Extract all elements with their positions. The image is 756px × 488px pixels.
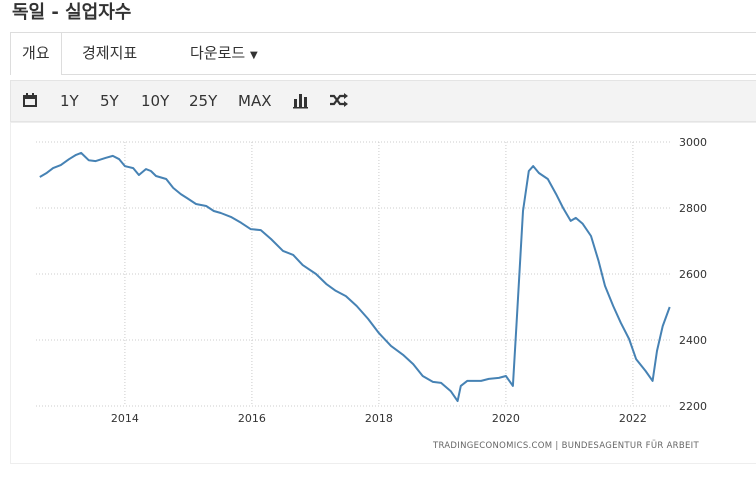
source-note: TRADINGECONOMICS.COM | BUNDESAGENTUR FÜR… xyxy=(432,440,700,451)
chart: TRADINGECONOMICS.COM | BUNDESAGENTUR FÜR… xyxy=(36,136,707,451)
x-tick-label: 2014 xyxy=(111,412,139,425)
y-tick-label: 2200 xyxy=(679,400,707,413)
x-tick-label: 2022 xyxy=(619,412,647,425)
y-tick-label: 2400 xyxy=(679,334,707,347)
icon-shape xyxy=(293,107,308,109)
x-tick-label: 2016 xyxy=(238,412,266,425)
icon-shape xyxy=(330,94,345,106)
x-tick-label: 2020 xyxy=(492,412,520,425)
icon-shape xyxy=(25,99,35,105)
tab-bar: 개요 경제지표 다운로드 ▼ xyxy=(10,32,756,75)
icon-shape xyxy=(294,99,297,107)
dropdown-caret: ▼ xyxy=(249,50,258,61)
y-tick-label: 2600 xyxy=(679,268,707,281)
icon-shape xyxy=(32,93,34,97)
icon-shape xyxy=(344,93,348,107)
tab[interactable]: 경제지표 xyxy=(82,44,138,62)
tab[interactable]: 개요 xyxy=(10,33,62,75)
range-button[interactable]: 25Y xyxy=(189,92,218,110)
y-tick-label: 3000 xyxy=(679,136,707,149)
bar-chart-icon[interactable] xyxy=(293,93,309,109)
chart-container: TRADINGECONOMICS.COM | BUNDESAGENTUR FÜR… xyxy=(10,122,756,464)
page-title: 독일 - 실업자수 xyxy=(12,2,132,23)
data-line xyxy=(39,151,671,403)
icon-shape xyxy=(26,93,28,97)
icon-shape xyxy=(299,94,302,107)
shuffle-icon[interactable] xyxy=(329,92,349,108)
tab[interactable]: 다운로드 ▼ xyxy=(190,33,258,74)
tab-label: 다운로드 xyxy=(190,44,246,62)
calendar-icon[interactable] xyxy=(22,92,38,108)
icon-shape xyxy=(304,97,307,107)
toolbar: 1Y 5Y 10Y 25Y MAX xyxy=(10,80,756,122)
range-button[interactable]: MAX xyxy=(238,92,272,110)
x-tick-label: 2018 xyxy=(365,412,393,425)
range-button[interactable]: 5Y xyxy=(100,92,119,110)
y-tick-label: 2800 xyxy=(679,202,707,215)
range-button[interactable]: 1Y xyxy=(60,92,79,110)
range-button[interactable]: 10Y xyxy=(141,92,170,110)
